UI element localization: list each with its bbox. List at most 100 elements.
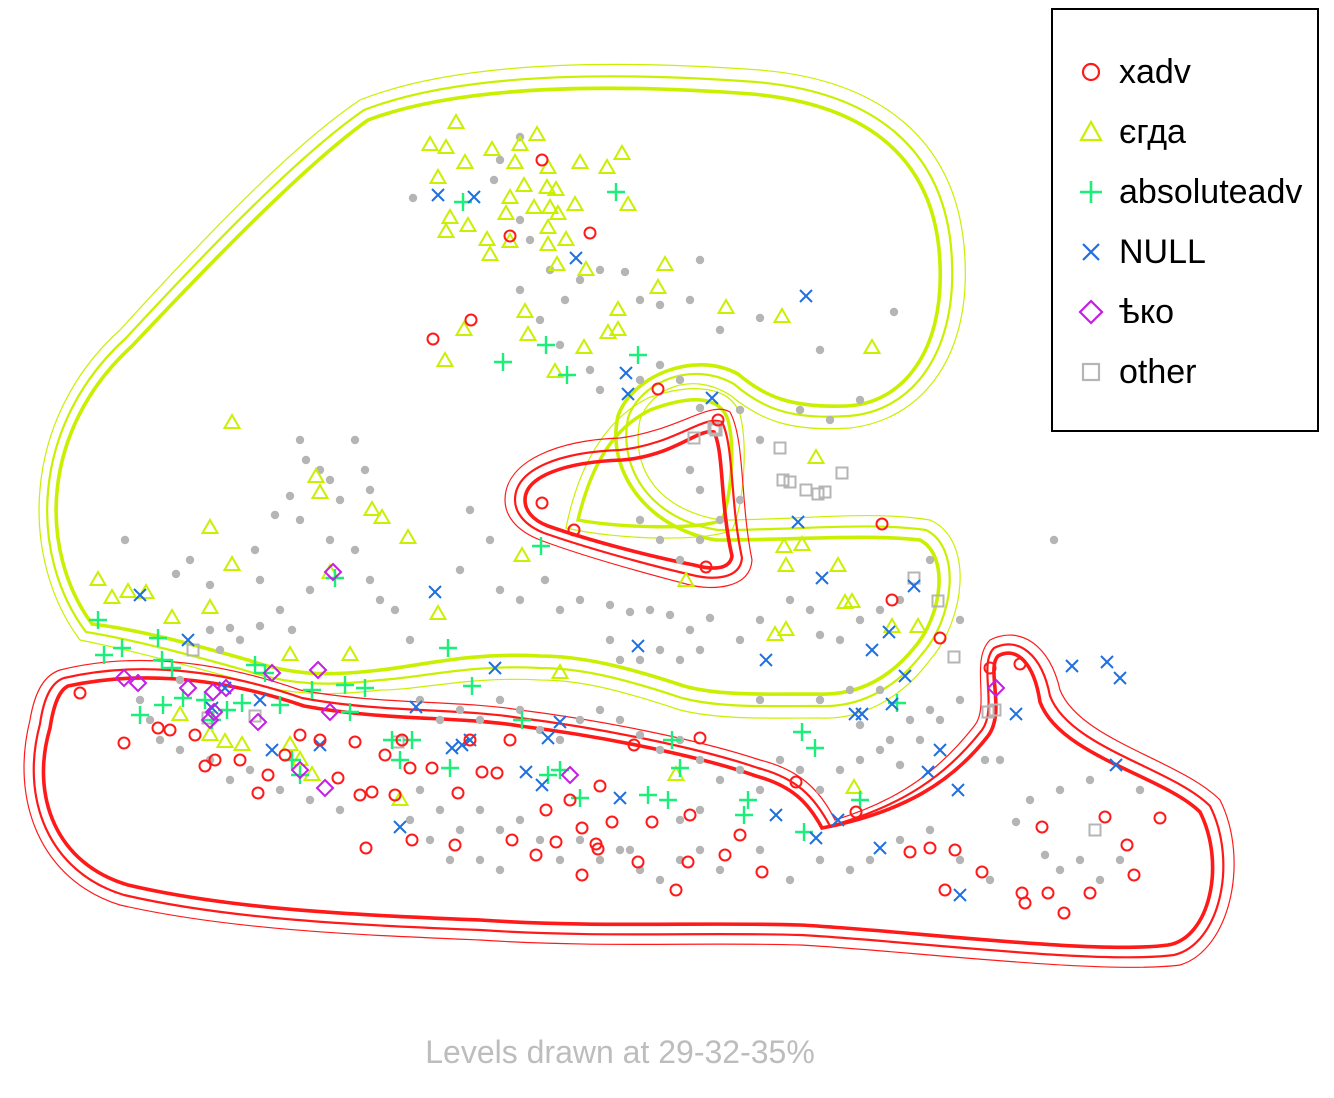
background-point: [595, 385, 605, 395]
background-point: [515, 215, 525, 225]
background-point: [475, 715, 485, 725]
point-cross: [519, 765, 533, 779]
background-point: [895, 835, 905, 845]
point-triangle: [280, 644, 300, 661]
point-square: [947, 650, 961, 664]
point-square: [773, 441, 787, 455]
point-triangle: [436, 221, 456, 238]
point-triangle: [280, 734, 300, 751]
contour-xadv-island-inner: [523, 429, 734, 570]
background-point: [635, 730, 645, 740]
background-point: [390, 605, 400, 615]
point-cross: [631, 639, 645, 653]
point-triangle: [477, 229, 497, 246]
background-point: [560, 295, 570, 305]
background-point: [695, 403, 705, 413]
point-circle: [426, 332, 440, 346]
point-circle: [651, 382, 665, 396]
background-point: [605, 635, 615, 645]
point-triangle: [546, 179, 566, 196]
background-point: [475, 805, 485, 815]
point-circle: [151, 721, 165, 735]
background-point: [171, 569, 181, 579]
point-triangle: [545, 361, 565, 378]
background-point: [615, 715, 625, 725]
background-point: [1011, 817, 1021, 827]
point-plus: [113, 639, 131, 657]
background-point: [835, 635, 845, 645]
point-plus: [851, 791, 869, 809]
background-point: [715, 775, 725, 785]
background-point: [695, 535, 705, 545]
point-cross: [428, 585, 442, 599]
point-circle: [198, 759, 212, 773]
point-cross: [431, 188, 445, 202]
background-point: [415, 785, 425, 795]
background-point: [995, 755, 1005, 765]
background-point: [350, 545, 360, 555]
point-plus: [793, 723, 811, 741]
point-circle: [933, 631, 947, 645]
point-cross: [445, 741, 459, 755]
diamond-marker-icon: [1078, 299, 1104, 325]
point-cross: [1109, 758, 1123, 772]
background-point: [695, 805, 705, 815]
point-triangle: [608, 299, 628, 316]
background-point: [245, 765, 255, 775]
legend-label: NULL: [1119, 232, 1206, 271]
plus-marker-icon: [1080, 181, 1102, 203]
point-square: [931, 594, 945, 608]
point-plus: [629, 346, 647, 364]
point-triangle: [306, 466, 326, 483]
point-plus: [149, 629, 167, 647]
background-point: [785, 595, 795, 605]
background-point: [915, 735, 925, 745]
point-plus: [233, 694, 251, 712]
background-point: [325, 535, 335, 545]
point-diamond: [323, 562, 343, 582]
background-point: [1135, 785, 1145, 795]
point-circle: [529, 848, 543, 862]
background-point: [405, 635, 415, 645]
point-triangle: [514, 175, 534, 192]
background-point: [301, 455, 311, 465]
point-circle: [627, 738, 641, 752]
background-point: [620, 267, 630, 277]
background-point: [555, 855, 565, 865]
point-triangle: [200, 597, 220, 614]
background-point: [555, 605, 565, 615]
background-point: [225, 623, 235, 633]
point-diamond: [986, 678, 1006, 698]
point-triangle: [458, 215, 478, 232]
point-circle: [645, 815, 659, 829]
background-point: [695, 755, 705, 765]
background-point: [775, 755, 785, 765]
background-point: [425, 835, 435, 845]
background-point: [705, 613, 715, 623]
background-point: [145, 715, 155, 725]
point-circle: [1083, 886, 1097, 900]
point-triangle: [574, 337, 594, 354]
point-circle: [163, 723, 177, 737]
background-point: [635, 375, 645, 385]
point-triangle: [828, 555, 848, 572]
background-point: [875, 685, 885, 695]
background-point: [1055, 785, 1065, 795]
background-point: [325, 475, 335, 485]
point-circle: [938, 883, 952, 897]
background-point: [205, 625, 215, 635]
point-cross: [553, 715, 567, 729]
point-circle: [117, 736, 131, 750]
background-point: [375, 595, 385, 605]
point-diamond: [178, 678, 198, 698]
point-circle: [313, 733, 327, 747]
point-circle: [699, 560, 713, 574]
point-circle: [378, 748, 392, 762]
point-triangle: [538, 234, 558, 251]
point-triangle: [222, 554, 242, 571]
point-circle: [359, 841, 373, 855]
background-point: [305, 585, 315, 595]
background-point: [295, 435, 305, 445]
point-diamond: [248, 712, 268, 732]
point-cross: [873, 841, 887, 855]
